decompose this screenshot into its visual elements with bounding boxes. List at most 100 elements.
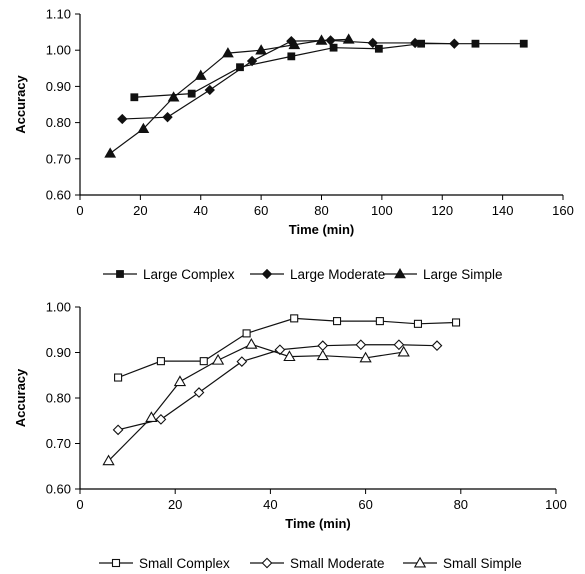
small-data-point <box>413 319 423 328</box>
small-y-tick-label: 0.90 <box>46 345 71 360</box>
small-x-tick-label: 20 <box>168 497 182 512</box>
small-y-tick-label: 1.00 <box>46 300 71 315</box>
small-legend-label: Small Complex <box>139 556 230 571</box>
small-legend: Small Complex Small Moderate Small Simple <box>99 556 522 571</box>
large-x-tick-label: 120 <box>431 203 453 218</box>
small-data-point <box>451 318 461 327</box>
large-y-tick-label: 0.60 <box>46 188 71 203</box>
large-data-point <box>117 113 128 125</box>
chart-large: 0.60 0.70 0.80 0.90 1.00 1.10 0 20 40 60 80 100 120 1… <box>13 7 574 283</box>
small-series-2 <box>102 338 410 466</box>
large-legend-marker <box>261 268 273 280</box>
small-data-point <box>199 357 208 366</box>
large-data-point <box>130 93 139 102</box>
large-legend-marker <box>116 270 124 278</box>
small-data-point <box>155 414 167 425</box>
large-x-axis-title: Time (min) <box>289 222 355 237</box>
large-data-point <box>342 33 355 44</box>
small-data-point <box>211 353 225 365</box>
large-y-tick-label: 1.00 <box>46 43 71 58</box>
large-data-point <box>329 43 338 52</box>
small-legend-label: Small Moderate <box>290 556 385 571</box>
large-y-tick-label: 0.90 <box>46 79 71 94</box>
large-x-tick-label: 60 <box>254 203 268 218</box>
small-series-line <box>108 343 404 462</box>
chart-small: 0.60 0.70 0.80 0.90 1.00 0 20 40 60 80 100 Time (mi… <box>13 300 567 572</box>
small-data-point <box>156 357 165 366</box>
small-series-line <box>117 344 438 431</box>
large-x-tick-label: 0 <box>76 203 83 218</box>
small-x-tick-label: 100 <box>545 497 567 512</box>
large-legend-label: Large Moderate <box>290 267 385 282</box>
large-data-point <box>194 69 207 80</box>
small-data-point <box>245 338 258 349</box>
large-data-point <box>409 37 421 49</box>
large-data-point <box>287 52 296 61</box>
small-data-point <box>317 340 329 352</box>
small-data-point <box>290 314 299 323</box>
small-data-point <box>274 344 286 356</box>
small-series-0 <box>114 314 461 382</box>
small-y-tick-label: 0.60 <box>46 482 71 497</box>
small-x-tick-label: 40 <box>263 497 277 512</box>
small-data-point <box>193 387 205 398</box>
small-data-point <box>431 340 443 352</box>
small-legend-marker <box>413 556 427 568</box>
large-series-0 <box>130 39 528 102</box>
small-x-tick-label: 60 <box>358 497 372 512</box>
small-data-point <box>375 317 384 326</box>
large-legend: Large Complex Large Moderate Large Simple <box>103 267 503 282</box>
large-legend-label: Large Complex <box>143 267 235 282</box>
large-legend-marker <box>394 267 406 279</box>
small-data-point <box>236 356 248 367</box>
small-y-tick-label: 0.80 <box>46 391 71 406</box>
large-data-point <box>449 38 460 49</box>
large-series-line <box>122 39 455 120</box>
large-data-point <box>137 122 150 134</box>
large-series-1 <box>117 35 460 125</box>
small-data-point <box>242 329 251 338</box>
large-y-tick-label: 1.10 <box>46 7 71 22</box>
large-x-tick-label: 40 <box>194 203 208 218</box>
large-x-tick-label: 160 <box>552 203 574 218</box>
small-data-point <box>283 350 296 362</box>
small-data-point <box>102 454 115 466</box>
small-data-point <box>145 411 158 423</box>
large-x-tick-label: 20 <box>133 203 147 218</box>
small-x-tick-label: 0 <box>76 497 83 512</box>
small-y-tick-label: 0.70 <box>46 436 71 451</box>
small-data-point <box>112 424 124 436</box>
large-data-point <box>204 84 215 96</box>
large-x-tick-label: 100 <box>371 203 393 218</box>
large-data-point <box>315 34 328 45</box>
large-data-point <box>288 38 301 50</box>
small-data-point <box>359 351 372 363</box>
small-legend-marker <box>111 558 121 568</box>
small-series-1 <box>112 339 443 436</box>
large-data-point <box>519 39 528 48</box>
large-data-point <box>367 37 378 49</box>
small-y-axis-title: Accuracy <box>13 368 28 427</box>
small-data-point <box>316 349 329 361</box>
large-series-2 <box>104 33 355 158</box>
small-legend-marker <box>261 557 273 569</box>
small-data-point <box>173 375 187 387</box>
large-data-point <box>222 47 234 58</box>
large-y-tick-label: 0.70 <box>46 151 71 166</box>
small-data-point <box>114 373 123 382</box>
large-data-point <box>246 55 258 67</box>
small-series-line <box>117 317 457 379</box>
small-data-point <box>355 339 367 351</box>
small-x-tick-label: 80 <box>454 497 468 512</box>
large-data-point <box>187 89 196 98</box>
large-series-line <box>134 43 524 98</box>
large-x-tick-label: 140 <box>492 203 514 218</box>
small-data-point <box>397 345 410 357</box>
small-data-point <box>393 339 405 351</box>
large-y-axis-title: Accuracy <box>13 74 28 133</box>
large-data-point <box>104 147 117 158</box>
large-data-point <box>167 91 180 102</box>
large-y-tick-label: 0.80 <box>46 115 71 130</box>
small-legend-label: Small Simple <box>443 556 522 571</box>
large-data-point <box>255 44 268 55</box>
